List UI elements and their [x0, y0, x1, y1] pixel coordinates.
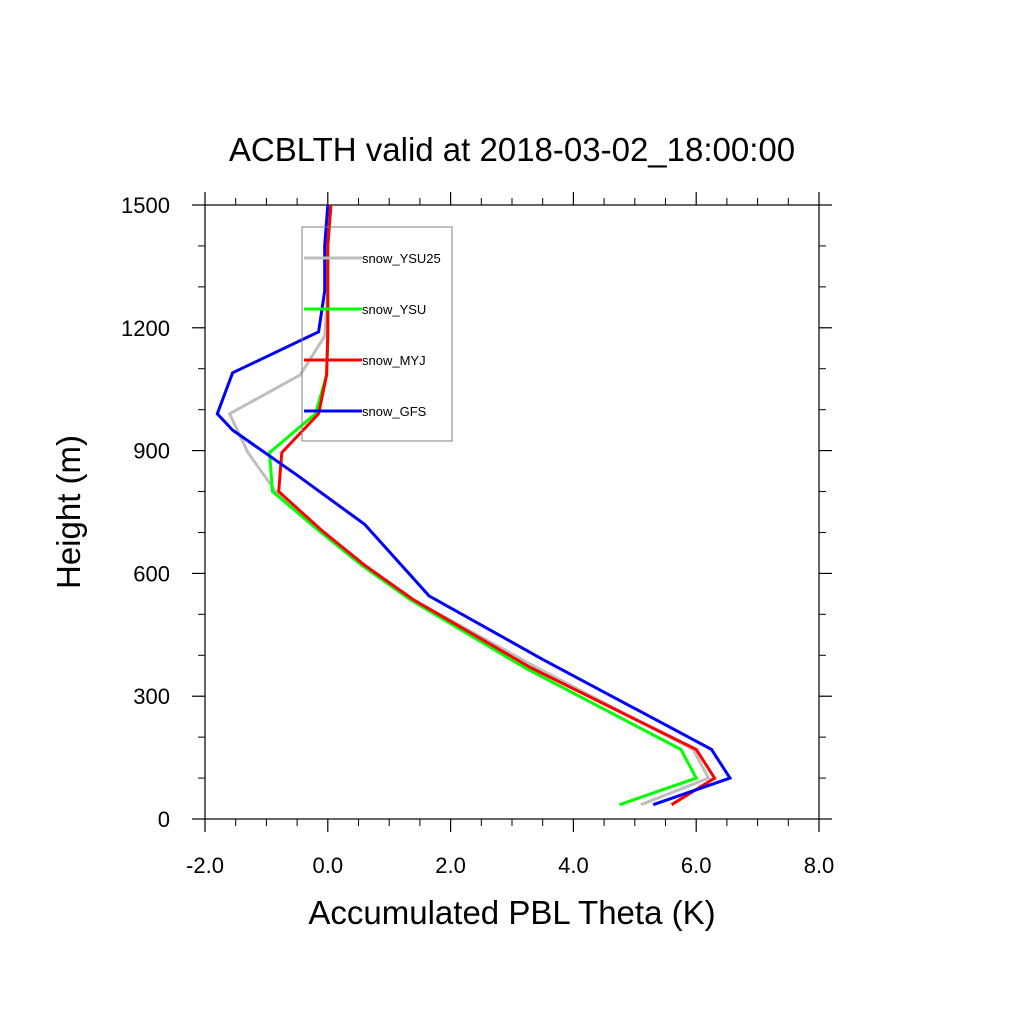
legend-label-snow_YSU: snow_YSU — [362, 302, 426, 317]
axis-ticks — [192, 192, 832, 832]
legend-label-snow_MYJ: snow_MYJ — [362, 353, 426, 368]
x-tick-label: 4.0 — [558, 853, 589, 878]
y-axis-label: Height (m) — [50, 435, 87, 589]
x-tick-label: 6.0 — [681, 853, 712, 878]
x-tick-label: 8.0 — [804, 853, 835, 878]
tick-labels: -2.0 0.0 2.0 4.0 6.0 8.0 0 300 600 900 1200 1500 — [121, 193, 834, 878]
chart-title: ACBLTH valid at 2018-03-02_18:00:00 — [229, 131, 795, 168]
legend: snow_YSU25 snow_YSU snow_MYJ snow_GFS — [301, 226, 453, 442]
x-tick-label: 0.0 — [313, 853, 344, 878]
x-tick-label: -2.0 — [186, 853, 224, 878]
legend-label-snow_GFS: snow_GFS — [362, 404, 427, 419]
legend-box — [301, 226, 453, 442]
x-axis-label: Accumulated PBL Theta (K) — [308, 894, 715, 931]
y-tick-label: 1500 — [121, 193, 170, 218]
x-tick-label: 2.0 — [435, 853, 466, 878]
series-line-snow_YSU25 — [227, 204, 711, 807]
y-tick-label: 300 — [133, 684, 170, 709]
y-tick-label: 900 — [133, 439, 170, 464]
y-tick-label: 600 — [133, 561, 170, 586]
legend-label-snow_YSU25: snow_YSU25 — [362, 251, 441, 266]
y-tick-label: 1200 — [121, 316, 170, 341]
series-lines — [215, 204, 733, 807]
y-tick-label: 0 — [158, 807, 170, 832]
series-line-snow_MYJ — [277, 204, 717, 806]
series-line-snow_GFS — [215, 204, 733, 807]
series-line-snow_YSU — [267, 204, 699, 807]
